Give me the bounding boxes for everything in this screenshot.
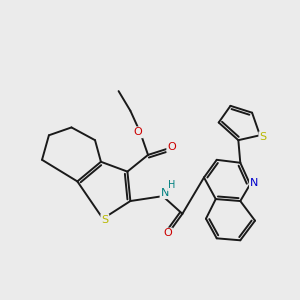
Text: S: S (101, 215, 108, 225)
Text: O: O (163, 228, 172, 239)
Text: H: H (168, 180, 175, 190)
Text: N: N (160, 188, 169, 198)
Text: O: O (167, 142, 176, 152)
Text: N: N (250, 178, 258, 188)
Text: S: S (259, 132, 266, 142)
Text: O: O (134, 127, 142, 137)
